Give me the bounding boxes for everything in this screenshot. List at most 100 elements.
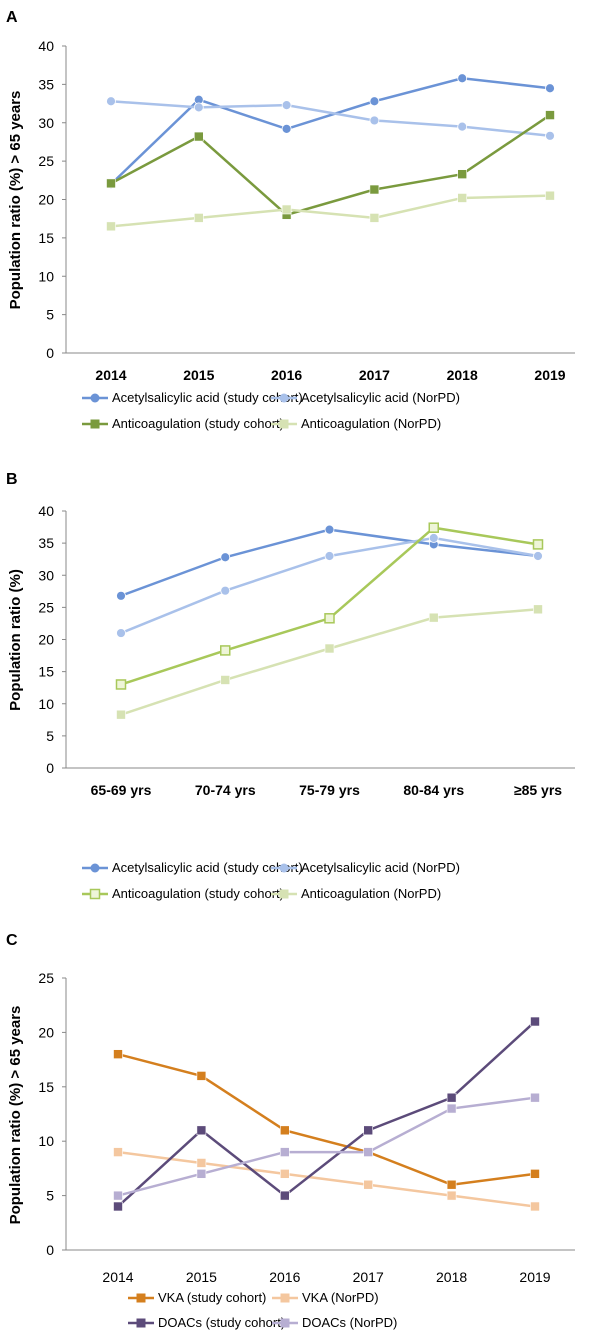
panel-letter: A — [6, 9, 18, 26]
data-point — [113, 1190, 123, 1201]
y-tick-label: 40 — [38, 38, 54, 54]
legend-entry: Anticoagulation (study cohort) — [82, 886, 284, 901]
legend-marker — [90, 393, 100, 403]
data-point — [446, 1103, 457, 1114]
x-tick-label: 2017 — [353, 1269, 384, 1285]
series-4 — [116, 604, 543, 720]
data-point — [281, 204, 292, 215]
x-tick-label: 2014 — [102, 1269, 133, 1285]
data-point — [106, 96, 116, 107]
data-point — [279, 1125, 290, 1136]
legend-marker — [279, 419, 289, 429]
y-tick-label: 15 — [38, 664, 54, 680]
data-point — [363, 1125, 374, 1136]
data-point — [279, 1147, 290, 1157]
data-point — [369, 96, 380, 107]
data-point — [530, 1169, 540, 1179]
legend-marker — [136, 1293, 146, 1303]
x-tick-label: 2019 — [534, 367, 565, 383]
data-point — [530, 1201, 540, 1212]
y-tick-label: 20 — [38, 632, 54, 648]
data-point — [324, 524, 335, 535]
legend-entry: Acetylsalicylic acid (NorPD) — [271, 390, 460, 405]
x-tick-label: 2015 — [183, 367, 214, 383]
data-point — [106, 178, 116, 189]
data-point — [113, 1147, 123, 1157]
data-point — [545, 190, 555, 201]
data-point — [281, 123, 292, 134]
legend-label: Anticoagulation (study cohort) — [112, 886, 284, 901]
series-line — [117, 1052, 536, 1187]
y-tick-label: 20 — [38, 1024, 54, 1040]
x-tick-label: 2019 — [519, 1269, 550, 1285]
data-point — [457, 169, 468, 179]
legend-label: VKA (NorPD) — [302, 1290, 379, 1305]
series-3 — [106, 110, 555, 220]
legend-marker — [89, 888, 101, 900]
x-tick-label: 2015 — [186, 1269, 217, 1285]
legend-label: Acetylsalicylic acid (NorPD) — [301, 860, 460, 875]
legend-entry: Acetylsalicylic acid (study cohort) — [82, 390, 303, 405]
data-point — [545, 110, 555, 120]
legend-marker — [279, 393, 289, 403]
data-point — [530, 1092, 540, 1103]
series-line — [117, 1020, 536, 1208]
y-tick-label: 30 — [38, 115, 54, 131]
y-tick-label: 25 — [38, 599, 54, 615]
y-tick-label: 0 — [46, 1242, 54, 1258]
data-point — [196, 1071, 207, 1081]
legend-label: Acetylsalicylic acid (study cohort) — [112, 390, 303, 405]
legend-marker — [280, 1293, 290, 1303]
series-line — [110, 194, 551, 228]
data-point — [428, 612, 439, 623]
y-tick-label: 10 — [38, 1133, 54, 1149]
series-line — [120, 608, 539, 716]
data-point — [545, 130, 555, 141]
data-point — [369, 213, 380, 223]
legend-label: Anticoagulation (study cohort) — [112, 416, 284, 431]
x-tick-label: 80-84 yrs — [403, 782, 464, 798]
data-point — [220, 585, 231, 596]
data-point — [324, 643, 335, 654]
x-tick-label: 2018 — [436, 1269, 467, 1285]
legend-marker — [136, 1318, 146, 1328]
data-point — [194, 131, 204, 142]
series-2 — [116, 533, 543, 638]
legend-label: Acetylsalicylic acid (NorPD) — [301, 390, 460, 405]
x-tick-label: 2016 — [271, 367, 302, 383]
y-axis-label: Population ratio (%) — [7, 569, 24, 711]
series-1 — [113, 1049, 540, 1190]
panel-letter: C — [6, 932, 18, 949]
data-point — [324, 551, 335, 561]
y-axis-label: Population ratio (%) > 65 years — [7, 1006, 24, 1225]
legend-marker — [280, 1318, 290, 1328]
legend-label: VKA (study cohort) — [158, 1290, 266, 1305]
data-point — [324, 613, 335, 624]
legend-marker — [279, 889, 289, 899]
legend-entry: Anticoagulation (NorPD) — [271, 416, 441, 431]
legend-entry: DOACs (study cohort) — [128, 1315, 285, 1330]
data-point — [457, 121, 468, 132]
y-tick-label: 25 — [38, 970, 54, 986]
y-tick-label: 30 — [38, 567, 54, 583]
data-point — [363, 1147, 374, 1157]
data-point — [220, 675, 231, 685]
series-4 — [113, 1092, 540, 1201]
data-point — [116, 628, 126, 638]
legend-marker — [279, 863, 289, 873]
legend-label: DOACs (NorPD) — [302, 1315, 397, 1330]
series-line — [117, 1150, 536, 1208]
x-tick-label: 75-79 yrs — [299, 782, 360, 798]
y-tick-label: 0 — [46, 345, 54, 361]
legend-entry: VKA (NorPD) — [272, 1290, 379, 1305]
data-point — [281, 100, 292, 110]
series-1 — [116, 524, 543, 601]
series-3 — [113, 1016, 540, 1212]
x-tick-label: ≥85 yrs — [514, 782, 562, 798]
data-point — [116, 590, 126, 601]
data-point — [196, 1125, 207, 1136]
series-1 — [106, 73, 555, 190]
data-point — [194, 213, 204, 223]
y-tick-label: 15 — [38, 230, 54, 246]
series-line — [110, 76, 551, 186]
